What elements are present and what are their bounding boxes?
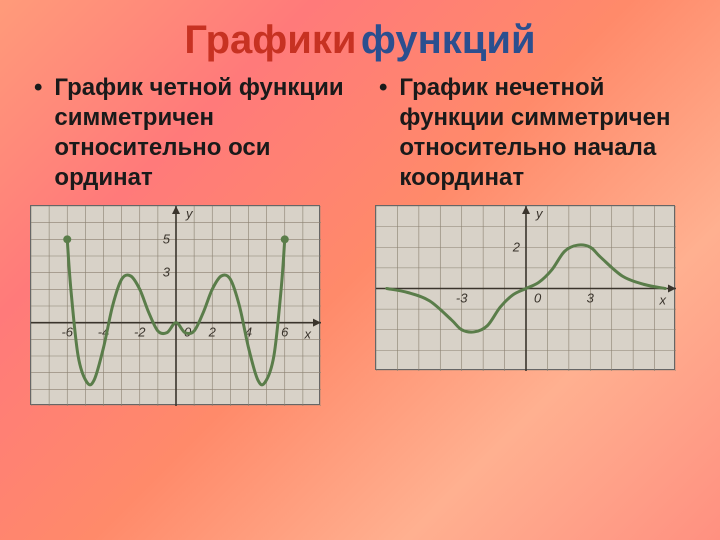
right-text: График нечетной функции симметричен отно… bbox=[399, 73, 690, 193]
svg-text:0: 0 bbox=[534, 291, 542, 306]
svg-text:x: x bbox=[304, 327, 312, 342]
slide-title: Графики функций bbox=[0, 0, 720, 73]
svg-text:6: 6 bbox=[281, 325, 289, 340]
svg-text:x: x bbox=[659, 293, 667, 308]
bullet-dot-icon: • bbox=[34, 73, 42, 103]
right-bullet: • График нечетной функции симметричен от… bbox=[375, 73, 690, 193]
left-column: • График четной функции симметричен отно… bbox=[30, 73, 345, 405]
svg-text:-2: -2 bbox=[134, 325, 146, 340]
odd-function-chart: -3 0 3 2 y x bbox=[375, 205, 675, 370]
svg-text:-3: -3 bbox=[456, 291, 468, 306]
svg-text:-6: -6 bbox=[61, 325, 73, 340]
content-columns: • График четной функции симметричен отно… bbox=[0, 73, 720, 405]
even-function-chart: -6-4-2024635yx bbox=[30, 205, 320, 405]
title-part2: функций bbox=[361, 18, 536, 62]
svg-text:y: y bbox=[535, 206, 544, 221]
svg-text:2: 2 bbox=[512, 239, 521, 254]
svg-text:2: 2 bbox=[208, 325, 217, 340]
left-text: График четной функции симметричен относи… bbox=[54, 73, 345, 193]
title-part1: Графики bbox=[184, 18, 356, 62]
svg-text:3: 3 bbox=[163, 265, 171, 280]
right-column: • График нечетной функции симметричен от… bbox=[375, 73, 690, 405]
left-bullet: • График четной функции симметричен отно… bbox=[30, 73, 345, 193]
svg-text:3: 3 bbox=[587, 291, 595, 306]
bullet-dot-icon: • bbox=[379, 73, 387, 103]
svg-text:5: 5 bbox=[163, 231, 171, 246]
svg-text:y: y bbox=[185, 206, 194, 221]
